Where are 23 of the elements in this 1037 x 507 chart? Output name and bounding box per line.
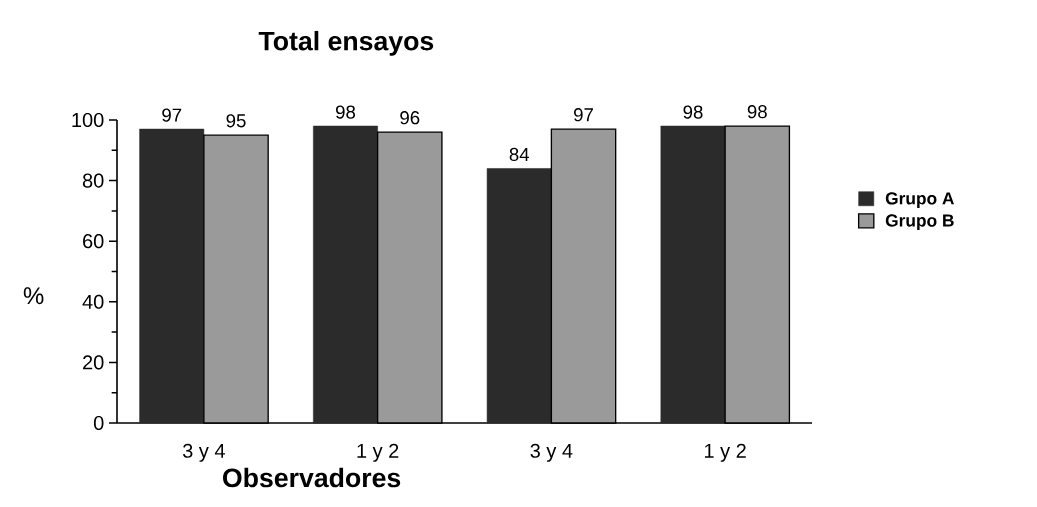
x-tick-label: 3 y 4 [530, 443, 573, 462]
x-axis-title: Observadores [223, 467, 401, 488]
data-label: 95 [226, 114, 246, 128]
y-tick-label: 20 [83, 355, 104, 370]
data-label: 97 [162, 108, 182, 122]
legend-label: Grupo B [885, 214, 954, 231]
y-tick-label: 40 [82, 294, 104, 309]
data-label: 98 [683, 105, 703, 119]
data-label: 98 [335, 105, 356, 119]
chart-title: Total ensayos [258, 30, 434, 56]
y-tick-label: 80 [82, 173, 104, 188]
data-label: 96 [400, 111, 420, 125]
data-label: 84 [509, 147, 530, 162]
y-tick-label: 60 [83, 234, 104, 249]
x-tick-label: 3 y 4 [182, 443, 225, 462]
x-tick-label: 1 y 2 [704, 443, 746, 462]
y-tick-label: 100 [72, 112, 104, 128]
x-tick-label: 1 y 2 [357, 443, 399, 462]
y-tick-label: 0 [93, 415, 104, 431]
legend-label: Grupo A [885, 192, 955, 208]
data-label: 98 [747, 105, 767, 119]
y-axis-title: % [23, 287, 44, 305]
data-label: 97 [574, 108, 593, 122]
